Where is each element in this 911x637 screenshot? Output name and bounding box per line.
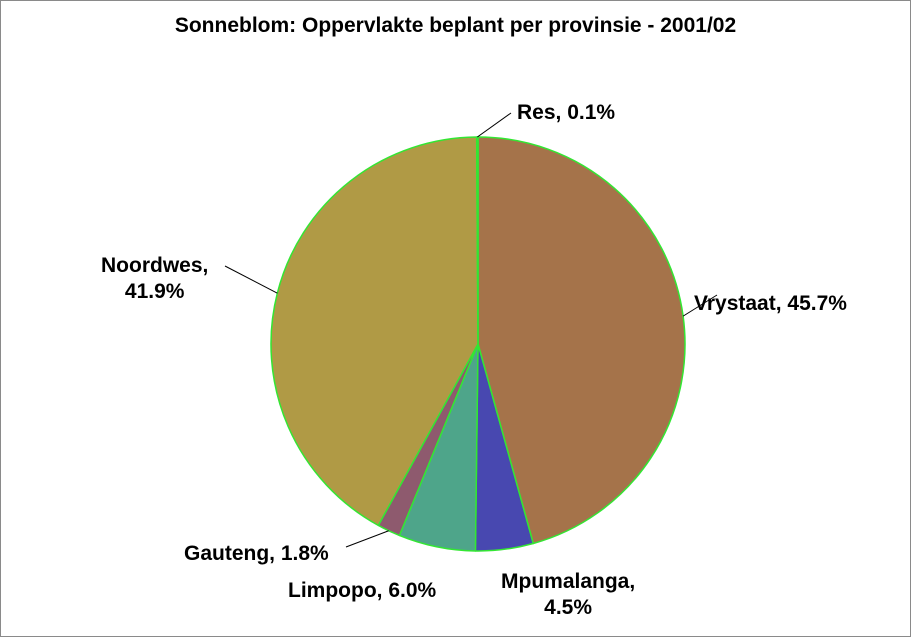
leader-line-noordwes (224, 265, 278, 294)
leader-line-gauteng (345, 530, 389, 548)
chart-title: Sonneblom: Oppervlakte beplant per provi… (174, 14, 737, 37)
data-label-mpumalanga: Mpumalanga, 4.5% (501, 570, 636, 619)
leader-line-res (477, 112, 512, 138)
data-label-gauteng: Gauteng, 1.8% (184, 542, 329, 565)
leader-line-vrystaat (682, 294, 718, 317)
data-label-res: Res, 0.1% (517, 101, 616, 124)
data-label-vrystaat: Vrystaat, 45.7% (694, 292, 847, 315)
data-label-limpopo: Limpopo, 6.0% (288, 579, 437, 602)
data-label-noordwes: Noordwes, 41.9% (101, 254, 209, 303)
